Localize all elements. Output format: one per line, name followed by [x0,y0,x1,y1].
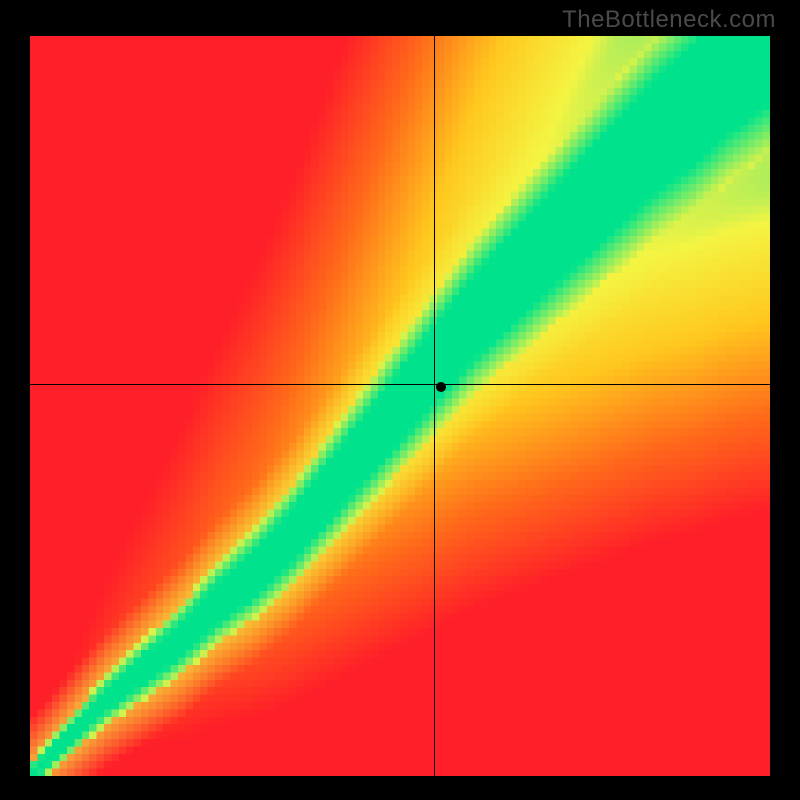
marker-dot [436,382,446,392]
heatmap-plot [30,36,770,776]
watermark-text: TheBottleneck.com [562,6,776,34]
heatmap-canvas [30,36,770,776]
crosshair-vertical [434,36,435,776]
chart-container: TheBottleneck.com [0,0,800,800]
crosshair-horizontal [30,384,770,385]
